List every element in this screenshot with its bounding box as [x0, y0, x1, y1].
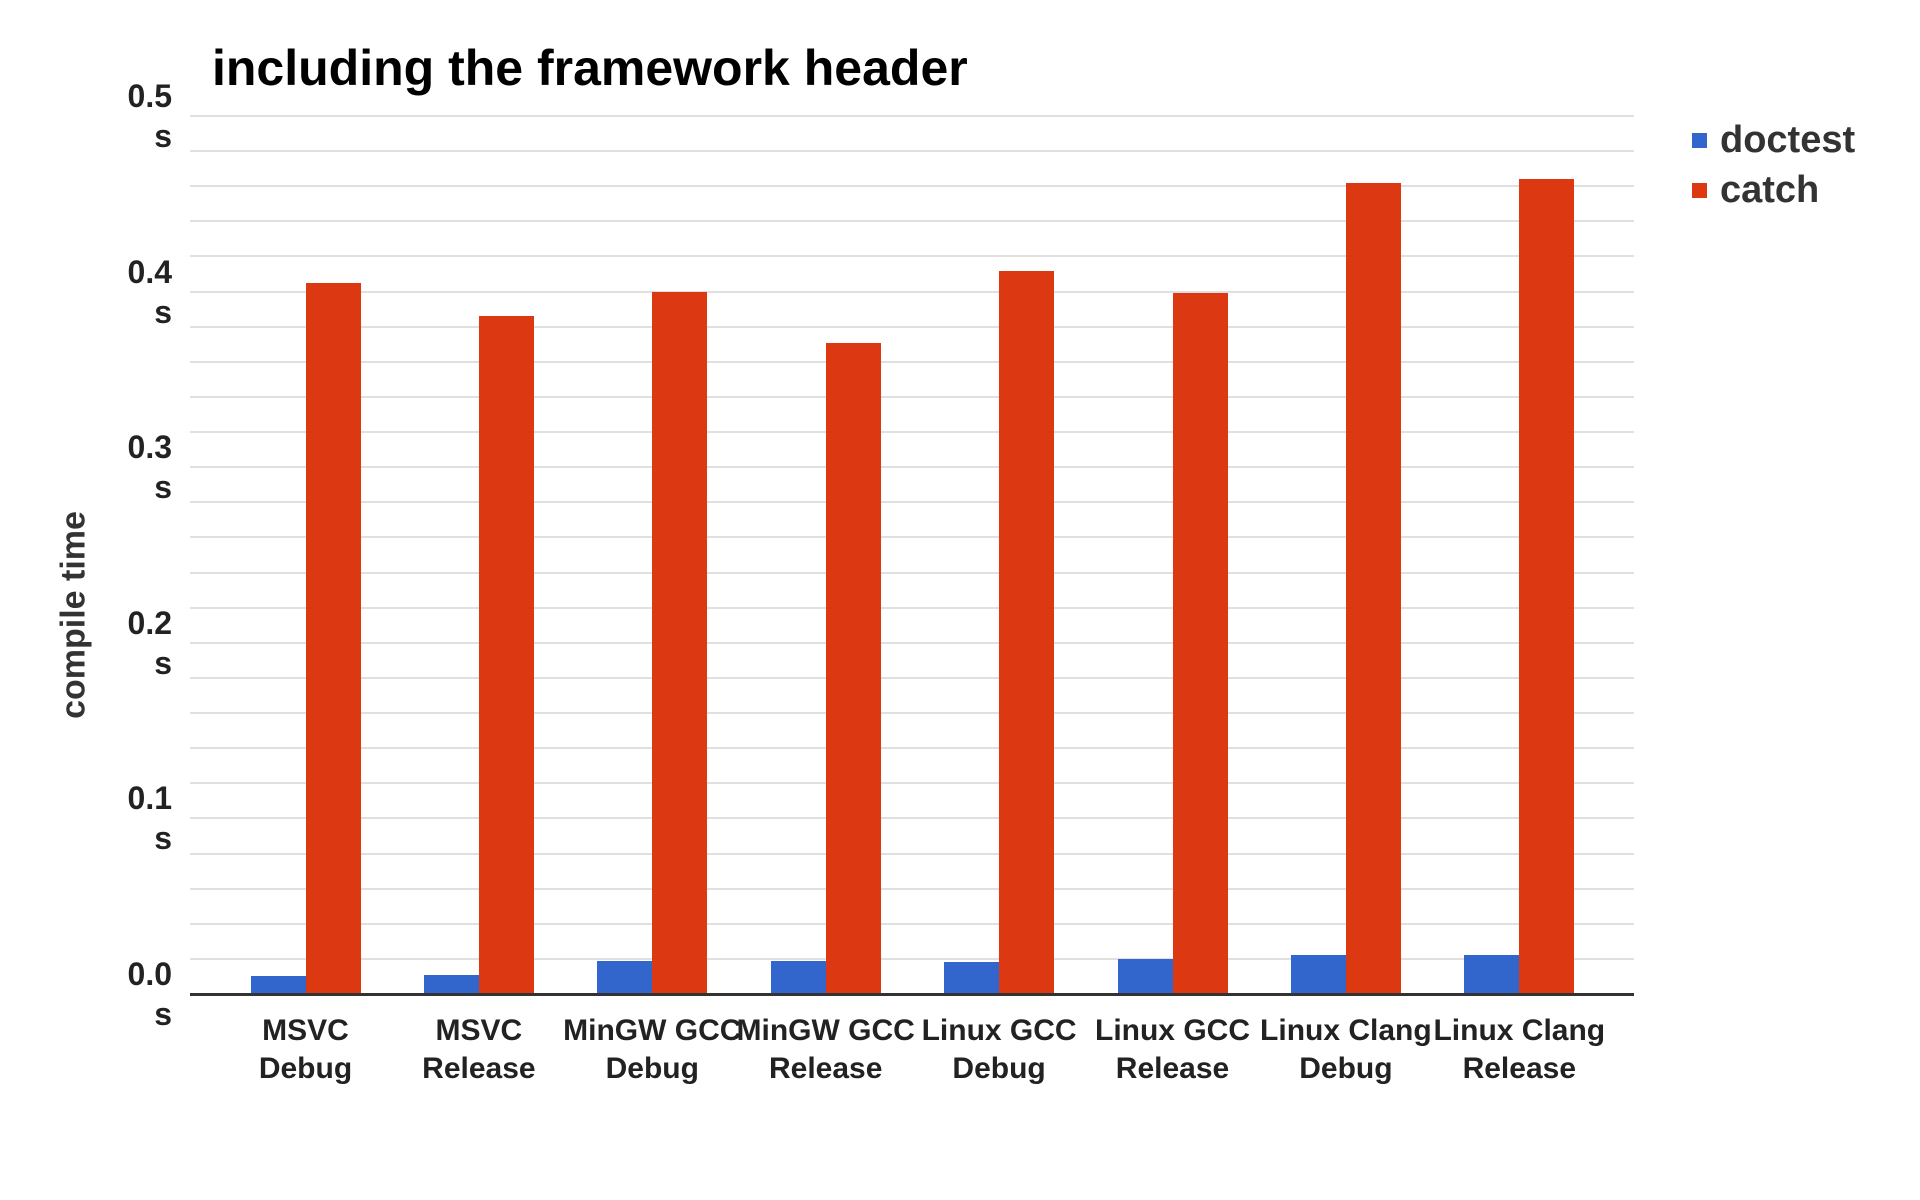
bar-doctest-msvc-release [423, 974, 479, 994]
gridline-0.36 [190, 360, 1634, 363]
legend: doctest catch [1692, 118, 1855, 212]
x-label-linux-clang-release: Linux Clang Release [1433, 1014, 1606, 1085]
gridline-0.10 [190, 817, 1634, 820]
legend-item-catch: catch [1692, 168, 1855, 212]
y-tick-0.4: 0.4 s [127, 253, 172, 330]
y-tick-0.1: 0.1 s [127, 780, 172, 857]
gridline-0.22 [190, 606, 1634, 609]
bar-catch-linux-gcc-release [1172, 293, 1228, 994]
gridline-0.32 [190, 431, 1634, 434]
x-label-mingw-gcc-debug: MinGW GCC Debug [563, 1014, 742, 1085]
gridline-0.28 [190, 501, 1634, 504]
bar-doctest-linux-clang-release [1464, 955, 1520, 994]
gridline-0.48 [190, 150, 1634, 153]
gridline-0.08 [190, 852, 1634, 855]
bar-catch-mingw-gcc-release [825, 342, 881, 994]
x-label-linux-gcc-debug: Linux GCC Debug [921, 1014, 1077, 1085]
gridline-0.30 [190, 466, 1634, 469]
gridline-0.38 [190, 325, 1634, 328]
legend-swatch-catch [1692, 182, 1707, 198]
gridline-0.20 [190, 641, 1634, 644]
bar-catch-linux-gcc-debug [999, 270, 1055, 994]
gridline-0.02 [190, 957, 1634, 960]
bar-catch-linux-clang-debug [1345, 182, 1401, 994]
bar-catch-msvc-debug [305, 282, 361, 994]
gridline-0.40 [190, 290, 1634, 293]
gridline-0.26 [190, 536, 1634, 539]
gridline-0.14 [190, 747, 1634, 750]
gridline-0.46 [190, 185, 1634, 188]
gridline-0.34 [190, 395, 1634, 398]
legend-label-catch: catch [1720, 169, 1820, 211]
gridline-0.18 [190, 676, 1634, 679]
gridline-0.06 [190, 887, 1634, 890]
gridline-0.12 [190, 782, 1634, 785]
gridline-0.44 [190, 220, 1634, 223]
x-axis-line [190, 993, 1634, 996]
gridline-0.04 [190, 922, 1634, 925]
x-label-mingw-gcc-release: MinGW GCC Release [736, 1014, 915, 1085]
bar-doctest-mingw-gcc-release [770, 960, 826, 994]
x-label-msvc-debug: MSVC Debug [258, 1014, 353, 1085]
legend-label-doctest: doctest [1720, 119, 1856, 161]
bar-doctest-linux-gcc-release [1117, 958, 1173, 994]
bar-doctest-msvc-debug [250, 976, 306, 994]
bar-catch-msvc-release [478, 316, 534, 994]
gridline-0.42 [190, 255, 1634, 258]
bar-catch-mingw-gcc-debug [652, 291, 708, 994]
bar-doctest-linux-clang-debug [1290, 955, 1346, 994]
y-tick-0.3: 0.3 s [127, 429, 172, 506]
legend-item-doctest: doctest [1692, 118, 1855, 162]
y-tick-0.0: 0.0 s [127, 956, 172, 1032]
x-label-linux-gcc-release: Linux GCC Release [1095, 1014, 1250, 1085]
y-tick-0.2: 0.2 s [127, 604, 172, 681]
legend-swatch-doctest [1692, 132, 1707, 148]
bar-catch-linux-clang-release [1519, 179, 1575, 994]
gridline-0.24 [190, 571, 1634, 574]
gridline-0.16 [190, 712, 1634, 715]
y-tick-0.5: 0.5 s [127, 78, 172, 154]
gridline-0.50 [190, 115, 1634, 117]
bar-doctest-linux-gcc-debug [944, 962, 1000, 994]
bar-doctest-mingw-gcc-debug [597, 960, 653, 994]
chart-title: including the framework header [212, 40, 968, 96]
x-label-linux-clang-debug: Linux Clang Debug [1260, 1014, 1432, 1085]
x-label-msvc-release: MSVC Release [422, 1014, 536, 1085]
